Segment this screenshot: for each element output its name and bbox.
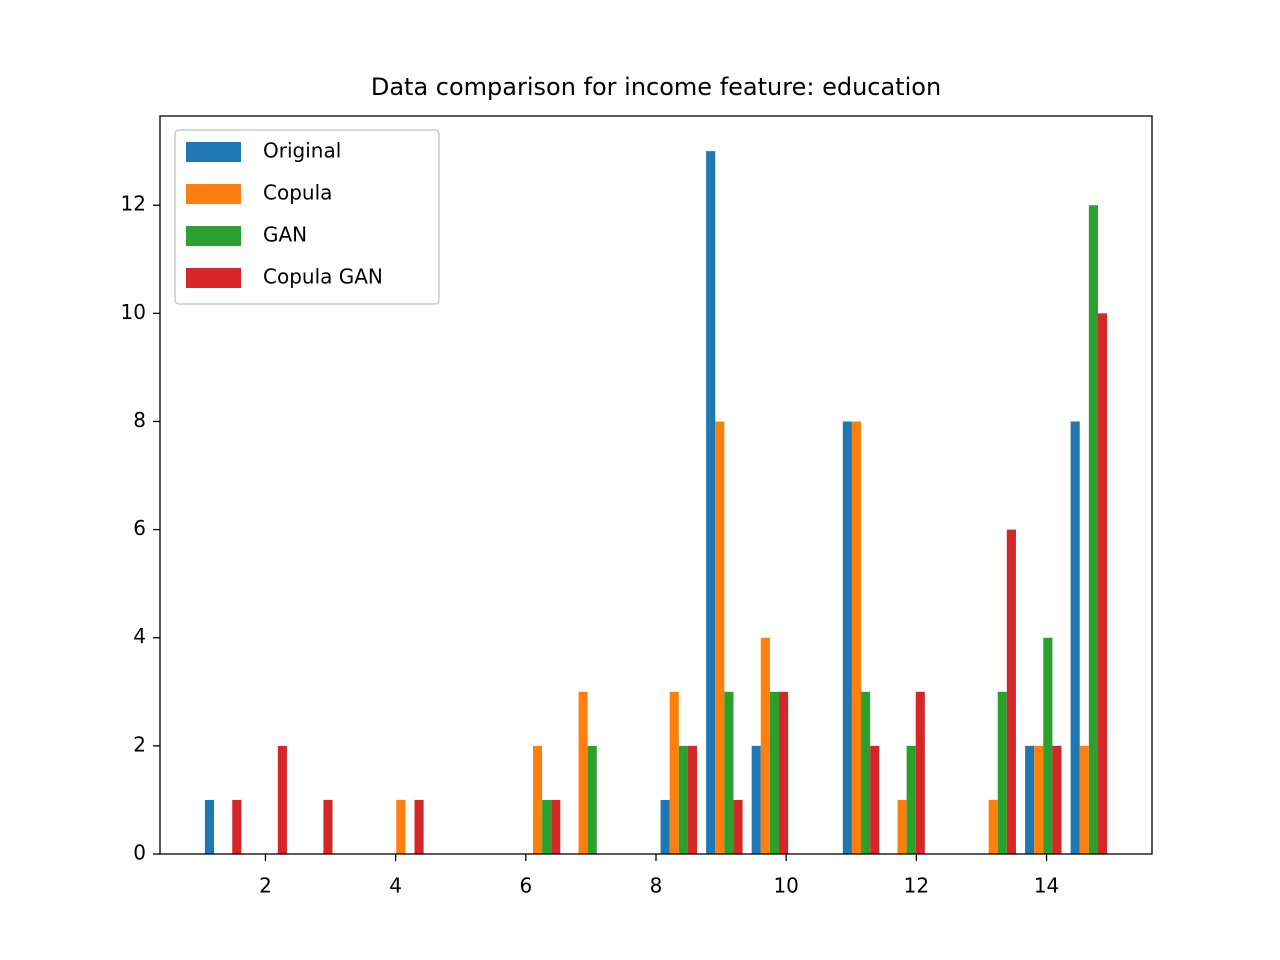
- legend-box: [174, 129, 440, 305]
- bar: [915, 691, 925, 854]
- chart-title: Data comparison for income feature: educ…: [371, 73, 941, 101]
- bar: [1034, 745, 1044, 854]
- bar: [587, 745, 597, 854]
- y-tick-label: 2: [133, 732, 146, 756]
- bar: [323, 799, 333, 854]
- bar: [715, 421, 725, 854]
- legend-label: GAN: [263, 223, 307, 247]
- bar: [578, 691, 588, 854]
- legend-swatch: [186, 226, 241, 246]
- legend-swatch: [186, 268, 241, 288]
- y-tick-label: 10: [121, 300, 146, 324]
- x-tick-label: 12: [904, 874, 929, 898]
- legend-label: Copula: [263, 181, 332, 205]
- bar: [542, 799, 552, 854]
- bar: [906, 745, 916, 854]
- legend-label: Original: [263, 139, 341, 163]
- x-tick-label: 10: [773, 874, 798, 898]
- bar: [1097, 313, 1108, 854]
- bar: [669, 691, 679, 854]
- bar: [1088, 205, 1098, 854]
- bar: [779, 691, 789, 854]
- bar: [687, 745, 698, 854]
- bar: [1025, 745, 1035, 854]
- legend-swatch: [186, 142, 241, 162]
- bar: [842, 421, 852, 854]
- bar: [1079, 745, 1089, 854]
- y-tick-label: 4: [133, 624, 146, 648]
- x-tick-label: 6: [519, 874, 532, 898]
- bar: [870, 745, 880, 854]
- bar: [1043, 637, 1053, 854]
- bar: [733, 799, 743, 854]
- y-tick-label: 12: [121, 192, 146, 216]
- y-tick-label: 0: [133, 841, 146, 865]
- bar: [724, 691, 734, 854]
- x-tick-label: 14: [1034, 874, 1059, 898]
- bar: [1070, 421, 1080, 854]
- bar: [532, 745, 543, 854]
- bar: [660, 799, 670, 854]
- bar: [1052, 745, 1062, 854]
- bar: [277, 745, 287, 854]
- bar: [1006, 529, 1016, 854]
- bar: [760, 637, 770, 854]
- bar: [204, 799, 215, 854]
- bar: [997, 691, 1007, 854]
- legend-label: Copula GAN: [263, 265, 383, 289]
- x-tick-label: 4: [389, 874, 402, 898]
- y-tick-label: 6: [133, 516, 146, 540]
- bar: [706, 151, 716, 855]
- bar: [414, 799, 424, 854]
- bar: [769, 691, 780, 854]
- bar: [897, 799, 907, 854]
- bar: [861, 691, 871, 854]
- bar: [851, 421, 862, 854]
- bar: [232, 799, 242, 854]
- y-tick-label: 8: [133, 408, 146, 432]
- bar: [396, 799, 406, 854]
- x-tick-label: 2: [259, 874, 272, 898]
- bar: [678, 745, 688, 854]
- bar: [551, 799, 561, 854]
- x-tick-label: 8: [650, 874, 663, 898]
- bar: [988, 799, 998, 854]
- legend-swatch: [186, 184, 241, 204]
- bar: [751, 745, 761, 854]
